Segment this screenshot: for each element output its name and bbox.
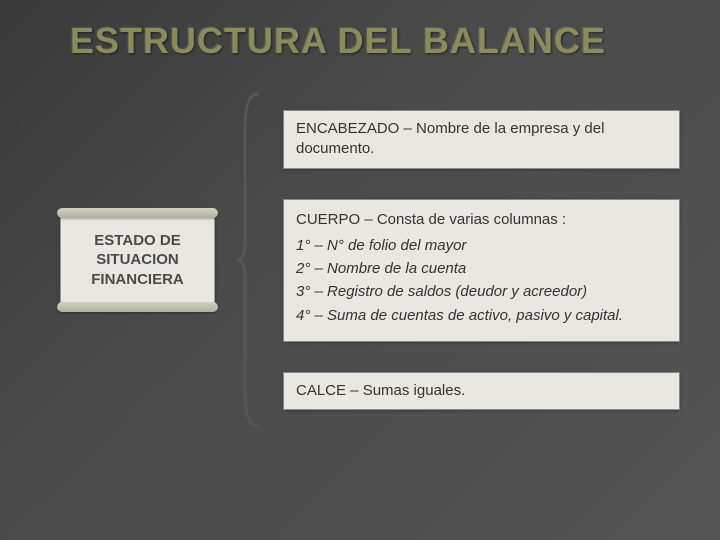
- brace-icon: [235, 90, 263, 430]
- box-text: ENCABEZADO – Nombre de la empresa y del …: [296, 120, 604, 157]
- box-item: 4° – Suma de cuentas de activo, pasivo y…: [296, 306, 667, 326]
- box-calce: CALCE – Sumas iguales.: [283, 372, 680, 410]
- left-label: ESTADO DE SITUACION FINANCIERA: [71, 231, 204, 290]
- left-panel: ESTADO DE SITUACION FINANCIERA: [60, 212, 215, 309]
- left-label-line: SITUACION: [71, 250, 204, 270]
- box-encabezado: ENCABEZADO – Nombre de la empresa y del …: [283, 110, 680, 169]
- right-panel: ENCABEZADO – Nombre de la empresa y del …: [283, 110, 680, 410]
- left-label-line: ESTADO DE: [71, 231, 204, 251]
- box-item: 3° – Registro de saldos (deudor y acreed…: [296, 282, 667, 302]
- box-cuerpo: CUERPO – Consta de varias columnas : 1° …: [283, 199, 680, 342]
- scroll-bottom-decor: [57, 302, 218, 312]
- content-row: ESTADO DE SITUACION FINANCIERA ENCABEZAD…: [60, 90, 680, 430]
- box-item: 2° – Nombre de la cuenta: [296, 259, 667, 279]
- box-item: 1° – N° de folio del mayor: [296, 236, 667, 256]
- slide-container: ESTRUCTURA DEL BALANCE ESTADO DE SITUACI…: [0, 0, 720, 540]
- scroll-top-decor: [57, 208, 218, 218]
- box-text: CALCE – Sumas iguales.: [296, 382, 465, 399]
- page-title: ESTRUCTURA DEL BALANCE: [70, 20, 680, 62]
- box-head: CUERPO – Consta de varias columnas :: [296, 210, 667, 230]
- left-label-line: FINANCIERA: [71, 270, 204, 290]
- scroll-box: ESTADO DE SITUACION FINANCIERA: [60, 212, 215, 309]
